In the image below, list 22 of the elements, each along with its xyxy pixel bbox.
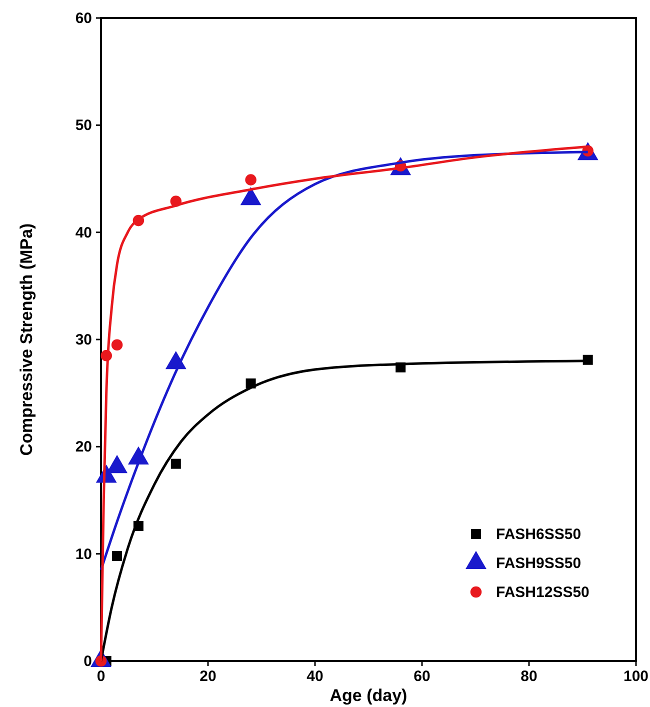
- point: [111, 339, 123, 350]
- y-tick-label: 60: [75, 10, 92, 27]
- legend-label: FASH12SS50: [496, 584, 590, 601]
- point: [112, 550, 122, 561]
- y-axis-title: Compressive Strength (MPa): [17, 223, 36, 456]
- x-tick-label: 80: [520, 668, 538, 685]
- x-tick-label: 40: [306, 668, 324, 685]
- y-tick-label: 50: [75, 117, 92, 134]
- x-tick-label: 20: [200, 668, 216, 685]
- y-tick-label: 30: [75, 332, 92, 348]
- legend-label: FASH9SS50: [496, 555, 582, 572]
- x-tick-label: 0: [96, 668, 106, 685]
- y-tick-label: 10: [75, 546, 92, 563]
- y-tick-label: 0: [84, 653, 92, 670]
- y-tick-label: 40: [75, 224, 92, 242]
- x-tick-label: 60: [414, 668, 430, 685]
- y-tick-label: 20: [75, 438, 92, 456]
- point: [170, 458, 181, 469]
- x-axis-title: Age (day): [330, 686, 408, 705]
- point: [245, 174, 256, 186]
- legend-label: FASH6SS50: [496, 526, 582, 543]
- x-tick-label: 100: [623, 668, 649, 685]
